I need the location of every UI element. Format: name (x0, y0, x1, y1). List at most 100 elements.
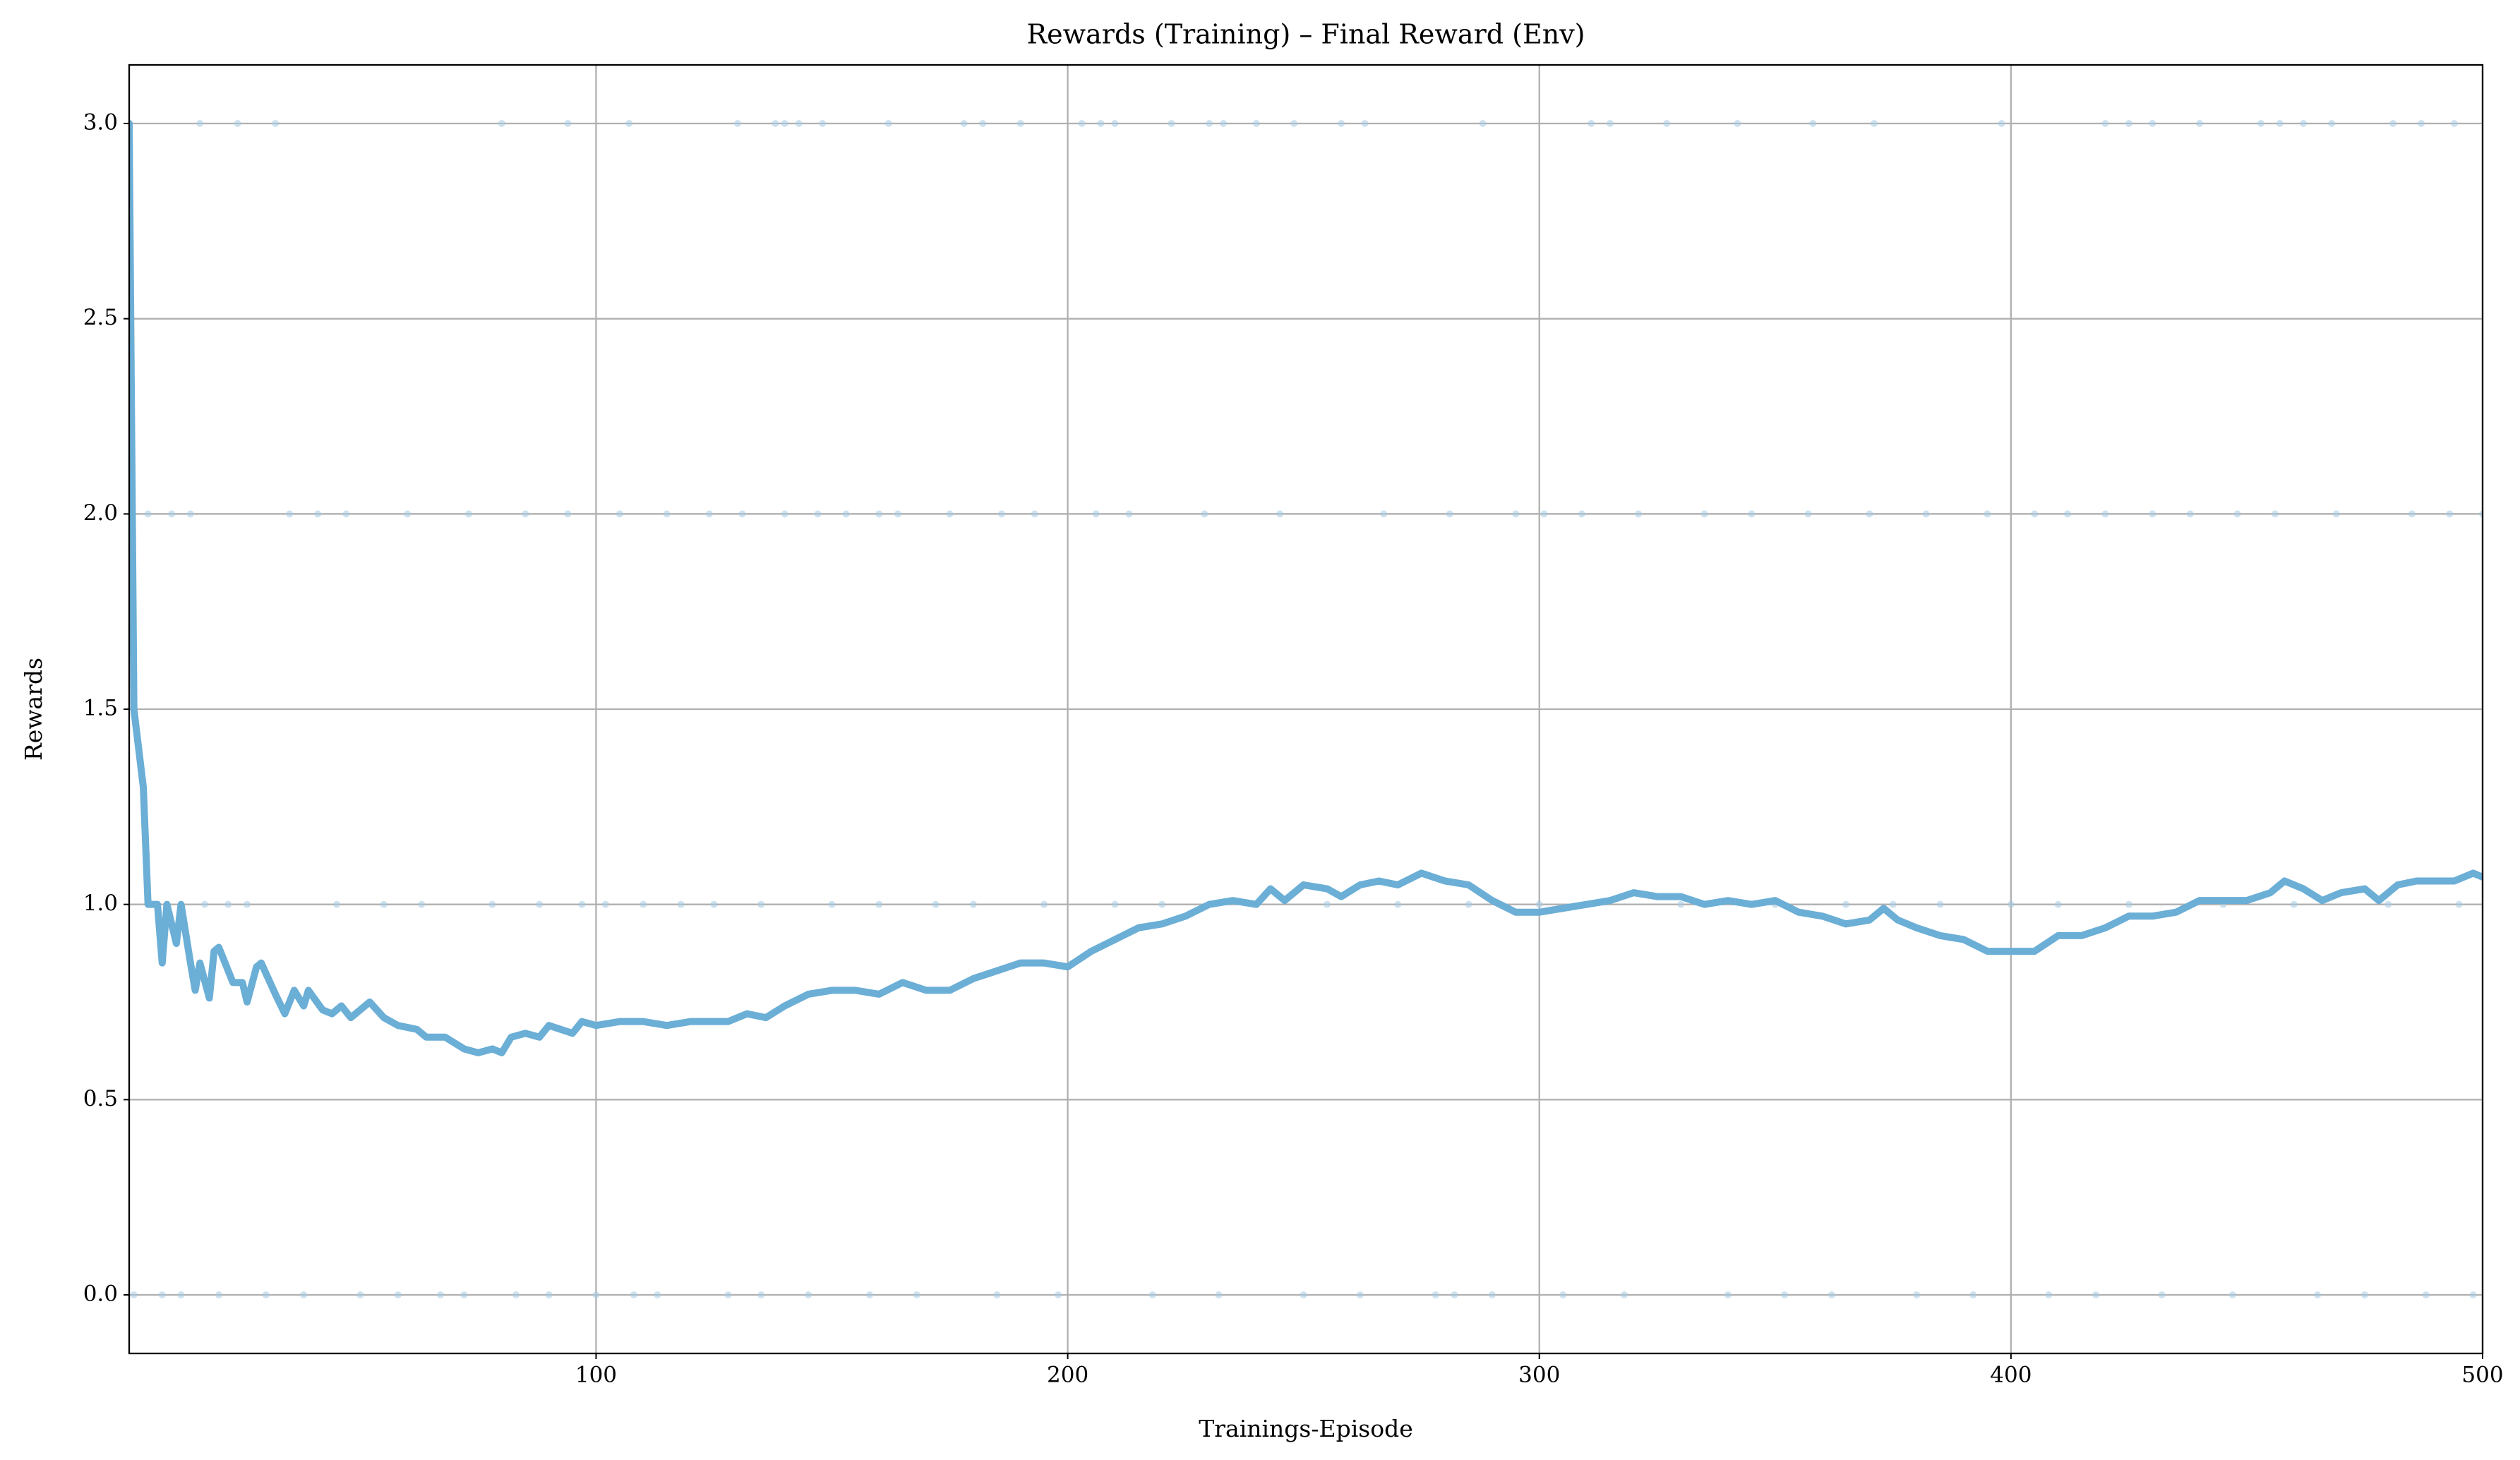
scatter-point (196, 120, 204, 127)
scatter-point (1078, 120, 1086, 127)
scatter-point (2031, 510, 2039, 518)
scatter-point (2064, 510, 2072, 518)
scatter-point (1451, 1291, 1458, 1298)
y-tick-label: 1.0 (83, 891, 118, 916)
scatter-point (2228, 1291, 2236, 1298)
scatter-point (757, 900, 765, 908)
scatter-point (1040, 900, 1048, 908)
scatter-point (979, 120, 987, 127)
scatter-point (1578, 510, 1585, 518)
y-tick-label: 2.5 (83, 305, 118, 330)
scatter-point (1252, 120, 1260, 127)
scatter-point (814, 510, 822, 518)
scatter-point (1889, 900, 1897, 908)
scatter-point (1828, 1291, 1835, 1298)
y-tick-label: 0.5 (83, 1086, 118, 1111)
scatter-point (1125, 510, 1133, 518)
scatter-point (1809, 120, 1817, 127)
x-axis-label: Trainings-Episode (1199, 1415, 1413, 1442)
scatter-point (601, 900, 609, 908)
scatter-point (1055, 1291, 1062, 1298)
scatter-point (2450, 120, 2458, 127)
scatter-point (842, 510, 850, 518)
scatter-point (1168, 120, 1175, 127)
scatter-point (1201, 510, 1208, 518)
scatter-point (1394, 900, 1402, 908)
scatter-point (465, 510, 473, 518)
scatter-point (1663, 120, 1671, 127)
scatter-point (1677, 900, 1685, 908)
scatter-point (436, 1291, 444, 1298)
scatter-point (1724, 1291, 1732, 1298)
scatter-point (2092, 1291, 2100, 1298)
scatter-point (144, 510, 152, 518)
scatter-point (1748, 510, 1756, 518)
scatter-point (710, 900, 718, 908)
scatter-point (1700, 510, 1708, 518)
scatter-point (1148, 1291, 1156, 1298)
scatter-point (1465, 900, 1472, 908)
x-tick-label: 200 (1047, 1363, 1088, 1388)
scatter-point (1535, 900, 1543, 908)
scatter-point (2300, 120, 2308, 127)
scatter-point (418, 900, 426, 908)
scatter-point (2007, 900, 2015, 908)
scatter-point (616, 510, 623, 518)
scatter-point (498, 120, 505, 127)
y-tick-label: 0.0 (83, 1281, 118, 1307)
scatter-point (332, 900, 340, 908)
scatter-point (663, 510, 671, 518)
scatter-point (2328, 120, 2336, 127)
scatter-point (1922, 510, 1930, 518)
scatter-point (2149, 120, 2156, 127)
scatter-point (805, 1291, 812, 1298)
scatter-point (894, 510, 902, 518)
scatter-point (654, 1291, 661, 1298)
scatter-point (2455, 900, 2463, 908)
scatter-point (200, 900, 208, 908)
scatter-point (1620, 1291, 1628, 1298)
scatter-point (1512, 510, 1520, 518)
scatter-point (2389, 120, 2397, 127)
scatter-point (1220, 120, 1228, 127)
scatter-point (819, 120, 827, 127)
scatter-point (1097, 120, 1105, 127)
scatter-point (1031, 510, 1038, 518)
scatter-point (946, 510, 954, 518)
scatter-point (2479, 510, 2483, 518)
scatter-point (2469, 1291, 2477, 1298)
scatter-point (2054, 900, 2062, 908)
scatter-point (262, 1291, 270, 1298)
scatter-point (1871, 120, 1878, 127)
scatter-point (1588, 120, 1595, 127)
scatter-point (2125, 900, 2132, 908)
scatter-point (705, 510, 713, 518)
scatter-point (2149, 510, 2156, 518)
scatter-point (1781, 1291, 1789, 1298)
scatter-point (1432, 1291, 1439, 1298)
scatter-point (158, 1291, 166, 1298)
scatter-point (1356, 1291, 1364, 1298)
scatter-point (2196, 120, 2204, 127)
scatter-point (1290, 120, 1298, 127)
scatter-point (1842, 900, 1850, 908)
scatter-point (1804, 510, 1812, 518)
scatter-point (1969, 1291, 1977, 1298)
scatter-point (884, 120, 892, 127)
scatter-point (2422, 1291, 2430, 1298)
scatter-point (130, 1291, 138, 1298)
scatter-point (286, 510, 294, 518)
scatter-point (2290, 900, 2298, 908)
scatter-point (1446, 510, 1453, 518)
scatter-point (757, 1291, 765, 1298)
scatter-point (2186, 510, 2194, 518)
scatter-point (1111, 900, 1119, 908)
scatter-point (2332, 510, 2340, 518)
scatter-point (564, 510, 572, 518)
scatter-point (993, 1291, 1001, 1298)
scatter-point (1361, 120, 1369, 127)
scatter-point (522, 510, 529, 518)
